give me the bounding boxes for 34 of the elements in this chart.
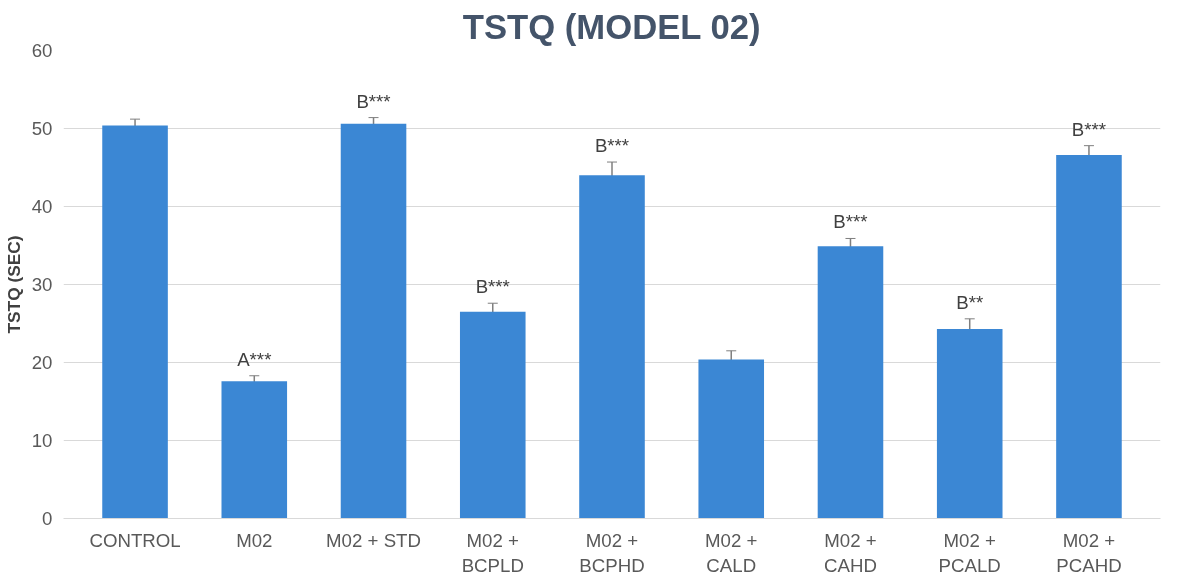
- y-tick-label: 30: [31, 274, 53, 295]
- annotation: B***: [833, 211, 868, 233]
- annotation: B***: [1071, 118, 1107, 140]
- annotation: B***: [475, 276, 510, 298]
- bar: [340, 123, 407, 519]
- x-tick-label: CONTROL: [89, 529, 181, 551]
- bar: [221, 381, 288, 519]
- bar: [936, 328, 1003, 519]
- bar: [459, 311, 526, 519]
- x-tick-label: M02: [236, 529, 273, 551]
- y-tick-label: 20: [31, 352, 53, 373]
- annotation: B**: [956, 291, 984, 313]
- x-tick-label: M02 + CAHD: [824, 529, 877, 576]
- x-tick-label: M02 + STD: [326, 529, 421, 551]
- y-tick-label: 0: [42, 508, 53, 529]
- bar: [1056, 155, 1122, 519]
- x-tick-label: M02 + BCPHD: [579, 529, 645, 576]
- x-tick-label: M02 + BCPLD: [461, 529, 524, 576]
- bar: [817, 246, 884, 519]
- y-tick-label: 40: [31, 196, 53, 217]
- chart-title: TSTQ (MODEL 02): [462, 7, 761, 46]
- annotation: B***: [594, 135, 630, 157]
- annotation: B***: [356, 90, 391, 112]
- bar: [579, 175, 645, 519]
- x-tick-label: M02 + CALD: [705, 529, 758, 576]
- x-tick-label: M02 + PCAHD: [1056, 529, 1122, 576]
- y-axis-title: TSTQ (SEC): [3, 235, 24, 334]
- x-tick-label: M02 + PCALD: [938, 529, 1001, 576]
- y-tick-label: 50: [31, 118, 53, 139]
- y-tick-label: 60: [31, 40, 53, 61]
- y-tick-label: 10: [31, 430, 53, 451]
- bar: [698, 359, 765, 519]
- bar: [102, 125, 168, 519]
- annotation: A***: [237, 348, 272, 370]
